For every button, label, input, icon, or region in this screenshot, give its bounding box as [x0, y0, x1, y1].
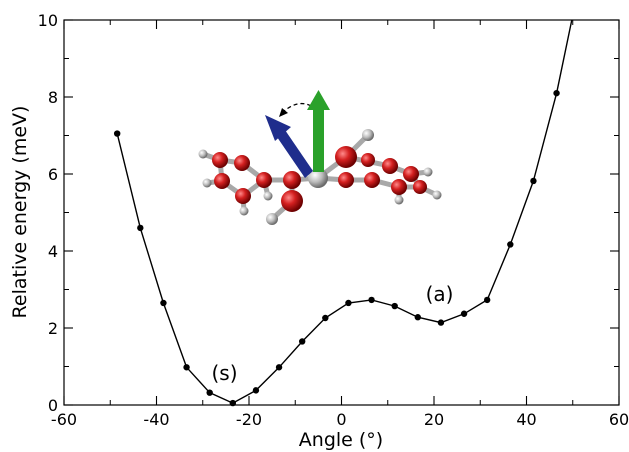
y-tick-label: 2 — [48, 319, 58, 338]
data-point — [483, 296, 491, 304]
x-axis-title: Angle (°) — [299, 429, 383, 451]
y-tick-label: 10 — [38, 11, 58, 30]
data-point — [322, 314, 329, 322]
x-tick-label: 0 — [336, 410, 346, 429]
state-label: (s) — [211, 361, 237, 385]
data-point — [275, 364, 283, 371]
state-label: (a) — [426, 282, 454, 306]
blue-spin-arrow-icon — [265, 115, 313, 178]
data-point — [183, 364, 190, 371]
x-tick-label: 40 — [516, 410, 536, 429]
data-point — [391, 302, 398, 310]
data-point — [345, 299, 352, 307]
data-point — [437, 319, 445, 326]
state-annotations: (s) (a) — [211, 282, 453, 385]
y-tick-labels: 0 2 4 6 8 10 — [38, 11, 58, 415]
x-tick-label: -20 — [236, 410, 262, 429]
energy-data-points — [113, 89, 560, 407]
rotation-arc-arrow — [282, 102, 312, 113]
axis-ticks — [63, 19, 620, 406]
y-tick-label: 6 — [48, 165, 58, 184]
data-point — [113, 130, 121, 137]
data-point — [137, 224, 144, 232]
molecule-atoms — [198, 129, 442, 225]
data-point — [298, 338, 306, 345]
data-point — [553, 89, 560, 97]
data-point — [160, 299, 167, 307]
data-point — [206, 389, 213, 396]
x-tick-label: 20 — [424, 410, 444, 429]
molecule-illustration — [198, 90, 442, 225]
data-point — [229, 399, 237, 407]
data-point — [368, 296, 375, 304]
y-tick-label: 0 — [48, 396, 58, 415]
data-point — [414, 314, 422, 321]
y-axis-title: Relative energy (meV) — [9, 106, 31, 319]
green-spin-arrow-icon — [307, 90, 330, 172]
x-tick-label: -40 — [143, 410, 169, 429]
x-tick-label: 60 — [609, 410, 629, 429]
data-point — [252, 387, 260, 394]
x-tick-labels: -60 -40 -20 0 20 40 60 — [51, 410, 629, 429]
plot-frame — [63, 19, 620, 406]
data-point — [507, 241, 514, 248]
y-tick-label: 8 — [48, 88, 58, 107]
x-tick-label: -60 — [51, 410, 77, 429]
data-point — [530, 177, 537, 185]
y-tick-label: 4 — [48, 242, 58, 261]
rotation-arc-arrowhead — [279, 108, 288, 117]
energy-curve — [116, 19, 573, 404]
data-point — [460, 310, 468, 317]
